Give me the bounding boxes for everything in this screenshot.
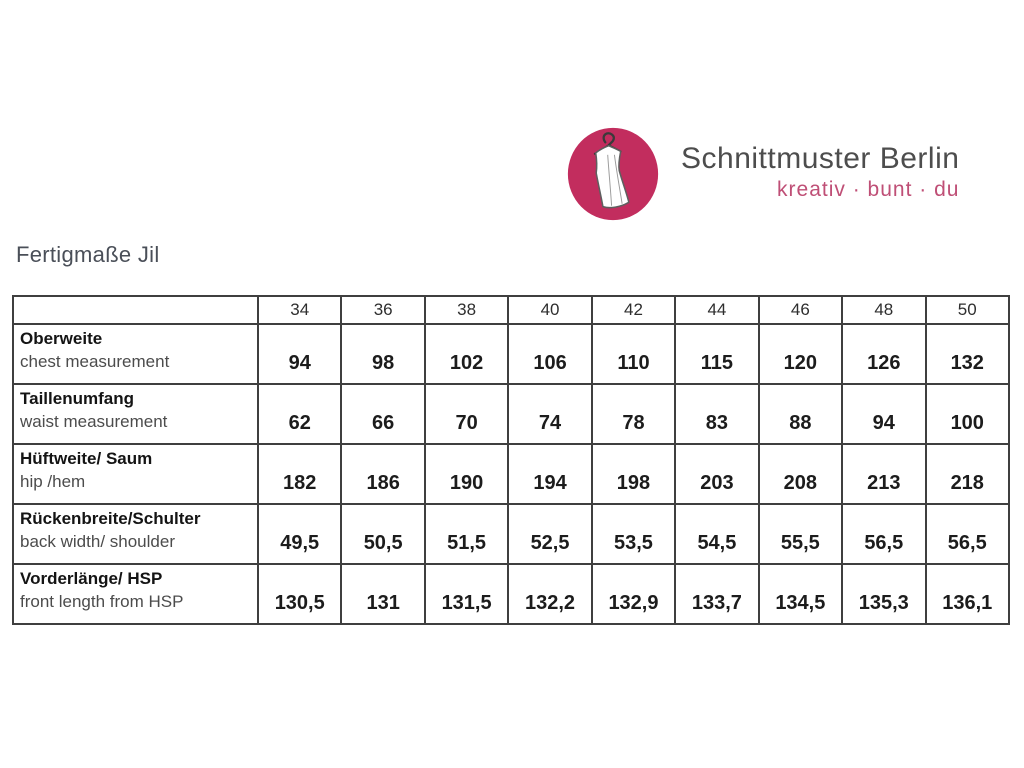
measurement-label-en: back width/ shoulder [20, 531, 175, 551]
measurement-value-cell: 120 [757, 323, 844, 385]
measurement-value-cell: 62 [256, 383, 343, 445]
size-header-cell: 50 [924, 295, 1010, 325]
measurement-value-cell: 131,5 [423, 563, 510, 625]
measurement-value-cell: 74 [507, 383, 593, 445]
size-header-cell: 36 [340, 295, 426, 325]
size-header-cell: 46 [757, 295, 844, 325]
measurement-value-cell: 78 [590, 383, 677, 445]
size-header-cell: 44 [674, 295, 760, 325]
measurement-value-cell: 115 [674, 323, 760, 385]
table-row: Vorderlänge/ HSP front length from HSP 130… [12, 563, 1010, 625]
size-header-cell: 48 [841, 295, 927, 325]
measurement-value-cell: 70 [423, 383, 510, 445]
measurement-label-en: chest measurement [20, 351, 170, 371]
measurement-label-cell: Rückenbreite/Schulter back width/ shoulde… [12, 503, 259, 565]
measurement-value-cell: 49,5 [256, 503, 343, 565]
table-row: Taillenumfang waist measurement 62 66 70 74 78… [12, 383, 1010, 445]
measurement-value-cell: 110 [590, 323, 677, 385]
measurement-value-cell: 102 [423, 323, 510, 385]
measurement-label-cell: Hüftweite/ Saum hip /hem [12, 443, 259, 505]
measurement-value-cell: 190 [423, 443, 510, 505]
brand-header: Schnittmuster Berlin kreativ · bunt · du [565, 126, 959, 222]
size-table: 34 36 38 40 42 44 46 48 50 Oberweite chest measure… [12, 295, 1010, 625]
measurement-value-cell: 134,5 [757, 563, 844, 625]
measurement-label-de: Vorderlänge/ HSP [20, 569, 163, 588]
measurement-value-cell: 100 [924, 383, 1010, 445]
table-row: Rückenbreite/Schulter back width/ shoulde… [12, 503, 1010, 565]
measurement-value-cell: 54,5 [674, 503, 760, 565]
measurement-label-en: waist measurement [20, 411, 168, 431]
corner-cell [12, 295, 259, 325]
brand-name: Schnittmuster Berlin [681, 142, 960, 175]
measurement-value-cell: 66 [340, 383, 426, 445]
measurement-value-cell: 52,5 [507, 503, 593, 565]
measurement-value-cell: 130,5 [256, 563, 343, 625]
measurement-value-cell: 131 [340, 563, 426, 625]
measurement-value-cell: 182 [256, 443, 343, 505]
measurement-value-cell: 208 [757, 443, 844, 505]
measurement-label-de: Hüftweite/ Saum [20, 449, 153, 468]
measurement-value-cell: 132,2 [507, 563, 593, 625]
measurement-value-cell: 56,5 [924, 503, 1010, 565]
measurement-value-cell: 136,1 [924, 563, 1010, 625]
page-title: Fertigmaße Jil [16, 242, 160, 267]
measurement-value-cell: 106 [507, 323, 593, 385]
measurement-value-cell: 88 [757, 383, 844, 445]
brand-text: Schnittmuster Berlin kreativ · bunt · du [681, 126, 959, 202]
measurement-label-cell: Oberweite chest measurement [12, 323, 259, 385]
measurement-label-cell: Vorderlänge/ HSP front length from HSP [12, 563, 259, 625]
measurement-label-en: front length from HSP [20, 591, 184, 611]
measurement-label-de: Oberweite [20, 329, 103, 348]
size-header-cell: 34 [256, 295, 343, 325]
measurement-value-cell: 194 [507, 443, 593, 505]
measurement-value-cell: 133,7 [674, 563, 760, 625]
measurement-label-cell: Taillenumfang waist measurement [12, 383, 259, 445]
measurement-value-cell: 98 [340, 323, 426, 385]
measurement-value-cell: 56,5 [841, 503, 927, 565]
measurement-value-cell: 50,5 [340, 503, 426, 565]
measurement-value-cell: 55,5 [757, 503, 844, 565]
dress-on-hanger-icon [567, 127, 659, 221]
measurement-value-cell: 218 [924, 443, 1010, 505]
measurement-value-cell: 135,3 [841, 563, 927, 625]
measurement-value-cell: 83 [674, 383, 760, 445]
measurement-value-cell: 94 [256, 323, 343, 385]
measurement-value-cell: 126 [841, 323, 927, 385]
size-header-cell: 40 [507, 295, 593, 325]
size-header-cell: 38 [423, 295, 510, 325]
measurement-label-de: Taillenumfang [20, 389, 134, 408]
table-row: Oberweite chest measurement 94 98 102 106 110 1… [12, 323, 1010, 385]
measurement-value-cell: 132 [924, 323, 1010, 385]
table-row: Hüftweite/ Saum hip /hem 182 186 190 194 198 20… [12, 443, 1010, 505]
measurement-value-cell: 203 [674, 443, 760, 505]
measurement-value-cell: 186 [340, 443, 426, 505]
measurement-value-cell: 53,5 [590, 503, 677, 565]
brand-tagline: kreativ · bunt · du [777, 178, 960, 201]
measurement-value-cell: 213 [841, 443, 927, 505]
measurement-value-cell: 94 [841, 383, 927, 445]
measurement-value-cell: 132,9 [590, 563, 677, 625]
size-header-cell: 42 [590, 295, 677, 325]
table-header-row: 34 36 38 40 42 44 46 48 50 [12, 295, 1010, 325]
measurement-label-de: Rückenbreite/Schulter [20, 509, 201, 528]
measurement-value-cell: 198 [590, 443, 677, 505]
measurement-value-cell: 51,5 [423, 503, 510, 565]
measurement-label-en: hip /hem [20, 471, 86, 491]
